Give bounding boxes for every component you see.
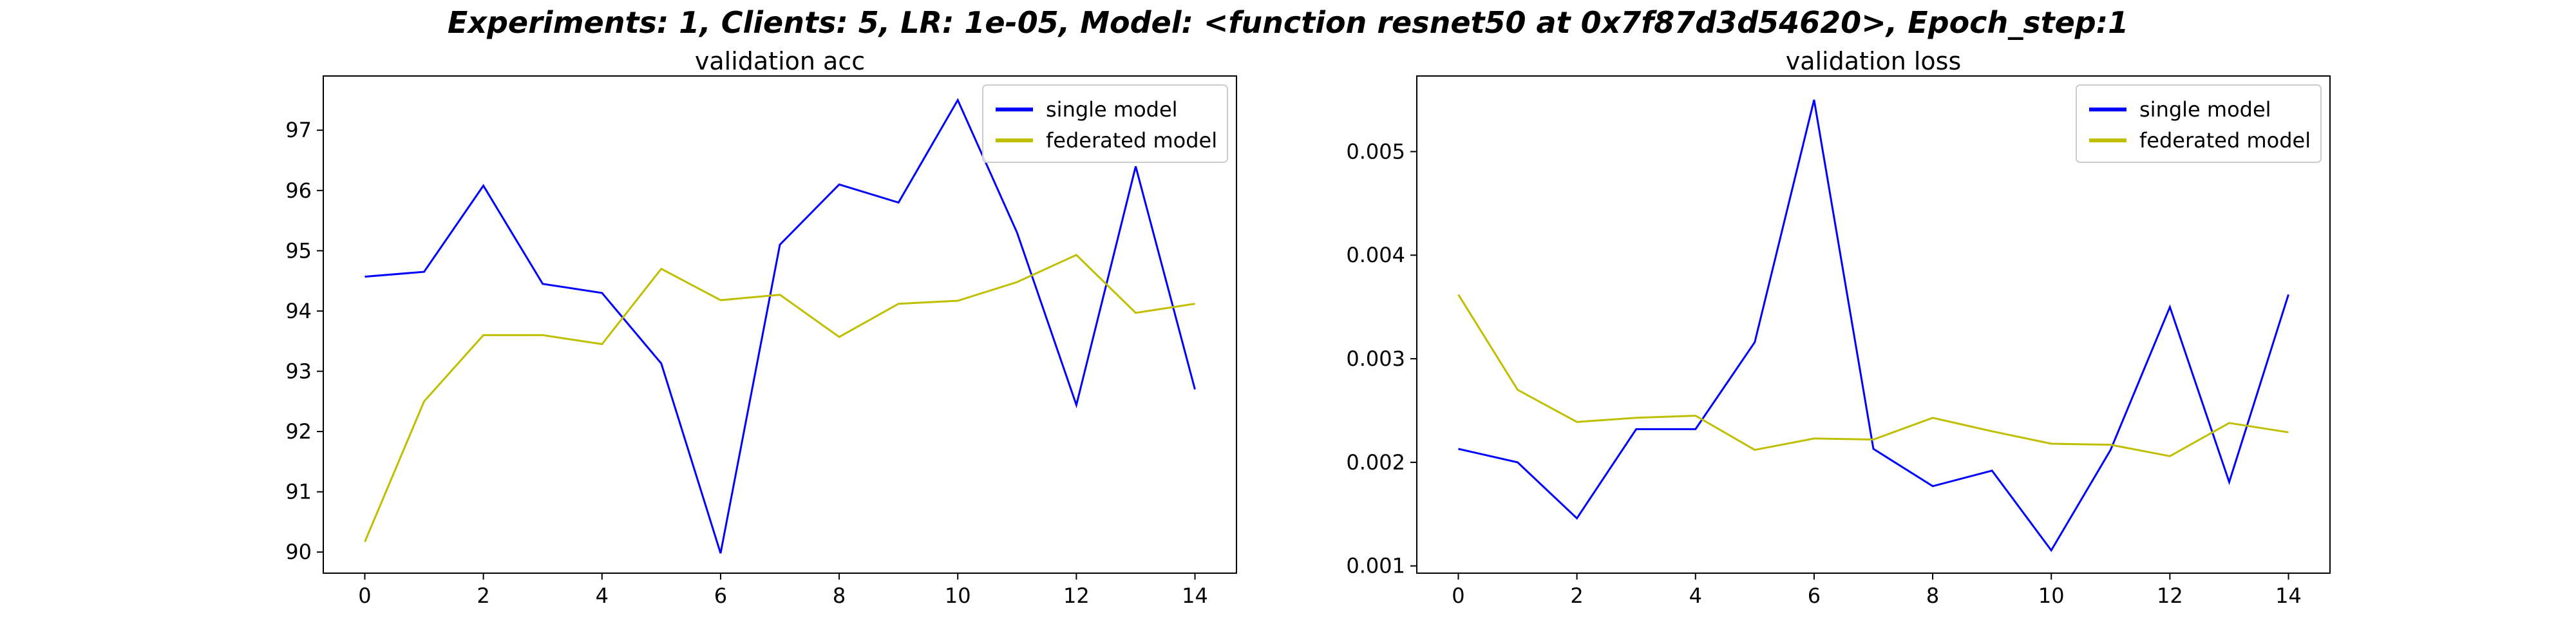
chart-2: validation loss 0 2 4 6 8 10 12 14 0.001 0.002 0.00… (1346, 47, 2331, 608)
chart-title: validation loss (1786, 47, 1962, 75)
series-line-single-model (365, 98, 1196, 554)
x-tick-label: 8 (833, 583, 846, 608)
x-tick-label: 0 (358, 583, 371, 608)
y-tick-label: 0.001 (1346, 554, 1405, 578)
legend: single model federated model (982, 84, 1228, 163)
axes-frame (323, 75, 1237, 574)
series-line-federated-model (364, 254, 1195, 542)
x-tick-label: 10 (945, 583, 971, 608)
legend-label: single model (2139, 97, 2271, 122)
chart-1: validation acc 0 2 4 6 8 10 12 14 90 91 92 93 94 95 96 9… (285, 47, 1237, 608)
series-line-single-model (1458, 99, 2289, 553)
x-tick-label: 4 (1689, 583, 1702, 608)
y-tick-label: 94 (285, 299, 312, 323)
x-tick-label: 14 (1182, 583, 1208, 608)
y-tick-label: 96 (285, 178, 312, 203)
y-tick-label: 90 (285, 540, 312, 564)
x-tick-label: 6 (1808, 583, 1821, 608)
y-tick-label: 0.005 (1346, 139, 1405, 164)
y-tick-label: 93 (285, 359, 312, 384)
y-tick-label: 95 (285, 238, 312, 263)
legend-label: federated model (2139, 128, 2311, 153)
x-tick-label: 0 (1452, 583, 1464, 608)
legend: single model federated model (2076, 84, 2322, 163)
x-tick-label: 2 (1570, 583, 1583, 608)
y-tick-label: 0.002 (1346, 450, 1405, 475)
chart-title: validation acc (695, 47, 865, 75)
legend-label: single model (1046, 97, 1178, 122)
series-line-federated-model (1457, 294, 2289, 457)
x-tick-label: 6 (714, 583, 727, 608)
x-tick-label: 8 (1926, 583, 1939, 608)
legend-frame (2076, 84, 2322, 163)
y-tick-label: 91 (285, 480, 312, 504)
x-tick-label: 12 (2157, 583, 2183, 608)
x-tick-label: 2 (477, 583, 489, 608)
figure-title: Experiments: 1, Clients: 5, LR: 1e-05, M… (447, 5, 2129, 40)
y-tick-label: 0.003 (1346, 346, 1405, 371)
axes-frame (1416, 75, 2331, 574)
y-tick-label: 92 (285, 419, 312, 444)
x-tick-label: 10 (2038, 583, 2065, 608)
legend-frame (982, 84, 1228, 163)
legend-label: federated model (1046, 128, 1217, 153)
x-tick-label: 4 (596, 583, 609, 608)
y-tick-label: 0.004 (1346, 243, 1405, 267)
y-tick-label: 97 (285, 118, 312, 142)
x-tick-label: 12 (1063, 583, 1090, 608)
x-tick-label: 14 (2275, 583, 2302, 608)
